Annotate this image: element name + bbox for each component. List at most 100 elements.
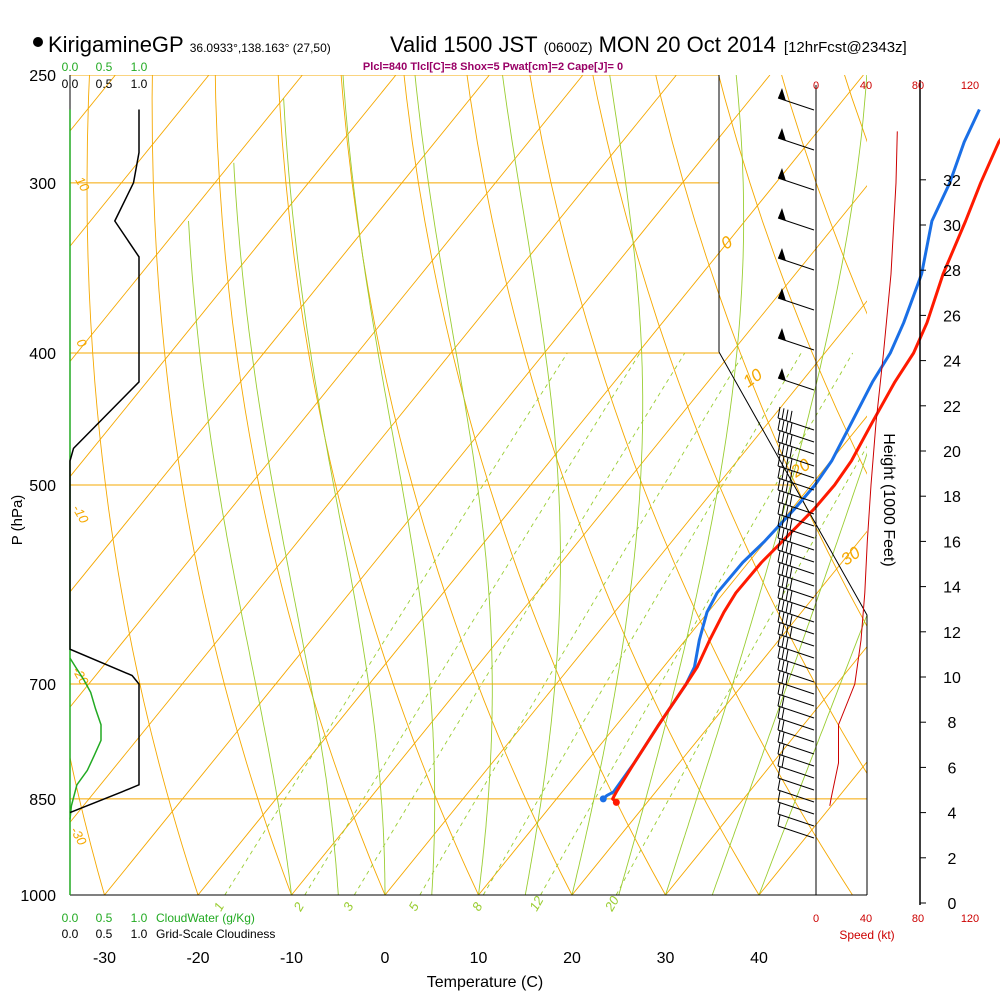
dewpoint-profile-start-dot: [599, 795, 607, 803]
wind-barb: [777, 741, 815, 755]
wind-barb-feather: [781, 636, 785, 648]
wind-barb: [777, 777, 815, 791]
wind-barb-feather: [789, 578, 793, 590]
x-tick-label: -20: [186, 950, 209, 967]
wind-barb-feather: [789, 542, 793, 554]
mixing-ratio-line: [304, 352, 641, 895]
wind-barb-feather: [785, 433, 789, 445]
speed-tick-label-bottom: 80: [912, 913, 924, 925]
isotherm-line: [478, 415, 867, 895]
x-tick-label: 40: [750, 950, 768, 967]
height-tick-label: 4: [948, 806, 957, 823]
wind-barb-feather: [781, 720, 785, 732]
wind-barb-feather: [781, 456, 785, 468]
pressure-tick-label: 1000: [20, 888, 56, 905]
dry-adiabat-line: [86, 75, 199, 895]
height-tick-label: 16: [943, 534, 961, 551]
wind-barb-feather: [789, 494, 793, 506]
cloud-water-scale-bottom: 0.5: [96, 911, 113, 925]
dry-adiabat-line: [151, 75, 292, 895]
wind-barb-feather: [777, 646, 781, 659]
wind-barb-feather: [781, 408, 785, 420]
height-tick-label: 26: [943, 308, 961, 325]
isotherm-line: [665, 645, 867, 895]
wind-barb-feather: [785, 445, 789, 457]
wind-speed-profile: [829, 131, 898, 806]
wind-barb-feather: [789, 446, 793, 458]
sounding-profiles: [599, 108, 1000, 806]
cloud-water-profile: [69, 657, 102, 820]
wind-barb-feather: [781, 516, 785, 528]
wind-barb-feather: [785, 409, 789, 421]
x-tick-label: -30: [93, 950, 116, 967]
moist-adiabat-line: [283, 98, 386, 895]
wind-barb: [777, 657, 815, 671]
wind-barb-feather: [777, 490, 781, 503]
pressure-tick-label: 850: [29, 792, 56, 809]
wind-barb-feather: [785, 553, 789, 565]
dry-adiabat-label: 10: [739, 365, 766, 392]
mixing-ratio-line: [353, 352, 686, 895]
temperature-profile: [611, 137, 1000, 804]
height-tick-label: 30: [943, 218, 961, 235]
height-tick-label: 6: [948, 760, 957, 777]
moist-adiabat-line: [711, 452, 867, 895]
wind-barb: [777, 429, 815, 443]
height-tick-label: 8: [948, 715, 957, 732]
wind-barb-feather: [789, 434, 793, 446]
wind-barb: [777, 537, 815, 551]
wind-barb: [777, 477, 815, 491]
speed-tick-label-bottom: 120: [961, 913, 979, 925]
wind-barb: [777, 813, 815, 827]
wind-barb-feather: [781, 612, 785, 624]
wind-barb-feather: [777, 550, 781, 563]
wind-barb-feather: [777, 754, 781, 767]
wind-barb-feather: [785, 529, 789, 541]
wind-barb-feather: [785, 589, 789, 601]
wind-barb-feather: [781, 444, 785, 456]
cloudiness-scale-bottom: 1.0: [131, 927, 148, 941]
height-tick-label: 0: [948, 896, 957, 913]
wind-barb-feather: [777, 790, 781, 803]
wind-barb: [777, 717, 815, 731]
dry-adiabat-label: 30: [837, 543, 864, 570]
wind-barb-feather: [781, 648, 785, 660]
temperature-profile-start-dot: [612, 798, 620, 806]
wind-barb-feather: [785, 649, 789, 661]
wind-barb-feather: [789, 554, 793, 566]
wind-barb-feather: [789, 410, 793, 422]
pressure-tick-label: 300: [29, 176, 56, 193]
wind-barb-feather: [781, 672, 785, 684]
dry-adiabat-line: [277, 75, 479, 895]
wind-barb-feather: [777, 706, 781, 719]
height-tick-label: 14: [943, 580, 961, 597]
wind-barb-feather: [781, 540, 785, 552]
dry-adiabat-line: [340, 75, 573, 895]
wind-barb-feather: [777, 598, 781, 611]
wind-barb-feather: [777, 766, 781, 779]
wind-barb-feather: [777, 670, 781, 683]
moist-adiabat-line: [188, 220, 292, 895]
moist-adiabat-line: [665, 75, 867, 895]
valid-time-utc: (0600Z): [544, 39, 593, 55]
height-tick-label: 22: [943, 399, 961, 416]
wind-barb-flag: [778, 288, 786, 301]
wind-barb-feather: [777, 586, 781, 599]
wind-barb-feather: [789, 422, 793, 434]
wind-barb: [777, 825, 815, 839]
wind-barb: [777, 585, 815, 599]
wind-barb-feather: [781, 420, 785, 432]
frame-right-slant: [718, 351, 868, 895]
wind-barb: [777, 453, 815, 467]
wind-barb-feather: [789, 506, 793, 518]
wind-barb: [777, 525, 815, 539]
wind-barb-feather: [777, 562, 781, 575]
wind-barb-feather: [785, 661, 789, 673]
isotherm-line: [0, 75, 22, 895]
dry-adiabat-line: [0, 51, 11, 895]
dry-adiabat-line: [718, 75, 867, 475]
mixing-ratio-label: 8: [469, 899, 486, 913]
wind-barb-feather: [777, 610, 781, 623]
height-tick-label: 12: [943, 625, 961, 642]
wind-barb-feather: [777, 694, 781, 707]
